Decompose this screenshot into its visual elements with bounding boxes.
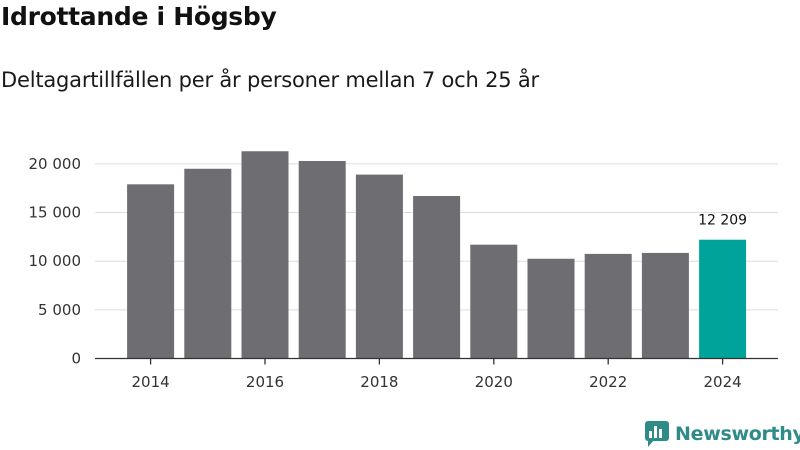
x-tick-label: 2024 [704,373,742,391]
bar-2019 [413,196,461,359]
brand-name: Newsworthy [675,423,800,445]
bar-2018 [355,174,403,359]
x-tick-label: 2018 [360,373,398,391]
y-tick-label: 10 000 [29,252,82,270]
bar-2017 [298,160,346,359]
bar-2021 [527,258,575,359]
x-tick-label: 2022 [589,373,627,391]
bar-2024 [699,239,747,359]
bar-2022 [584,253,632,359]
y-tick-label: 0 [71,350,81,368]
bar-2015 [184,168,232,359]
bar-2023 [641,252,689,359]
chart-title: Idrottande i Högsby [1,2,277,31]
bar-2014 [127,184,175,359]
bar-2020 [470,244,518,359]
x-tick-label: 2020 [475,373,513,391]
y-tick-label: 5 000 [38,301,81,319]
y-tick-label: 20 000 [29,155,82,173]
x-tick-label: 2014 [132,373,170,391]
chart-subtitle: Deltagartillfällen per år personer mella… [1,68,539,92]
data-label: 12 209 [698,213,747,229]
x-tick-label: 2016 [246,373,284,391]
bar-2016 [241,151,289,359]
brand-logo: Newsworthy [645,420,800,448]
y-tick-label: 15 000 [29,204,82,222]
newsworthy-logo-icon [645,421,669,447]
